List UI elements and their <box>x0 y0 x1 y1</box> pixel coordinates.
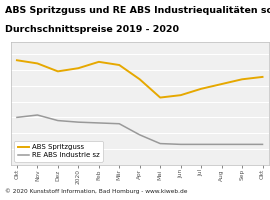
Text: © 2020 Kunststoff Information, Bad Homburg - www.kiweb.de: © 2020 Kunststoff Information, Bad Hombu… <box>5 189 188 194</box>
Text: ABS Spritzguss und RE ABS Industriequalitäten schwarz: ABS Spritzguss und RE ABS Industriequali… <box>5 6 270 15</box>
Legend: ABS Spritzguss, RE ABS Industrie sz: ABS Spritzguss, RE ABS Industrie sz <box>14 141 103 162</box>
Text: Durchschnittspreise 2019 - 2020: Durchschnittspreise 2019 - 2020 <box>5 25 179 34</box>
